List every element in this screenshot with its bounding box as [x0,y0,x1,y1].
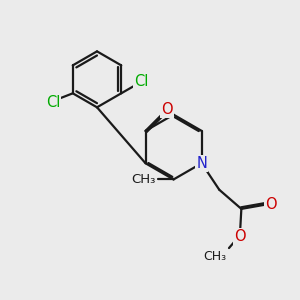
Text: CH₃: CH₃ [131,173,156,186]
Text: N: N [196,156,207,171]
Text: O: O [234,230,246,244]
Text: O: O [265,197,276,212]
Text: CH₃: CH₃ [203,250,226,262]
Text: Cl: Cl [134,74,148,89]
Text: Cl: Cl [46,95,60,110]
Text: O: O [161,102,173,117]
